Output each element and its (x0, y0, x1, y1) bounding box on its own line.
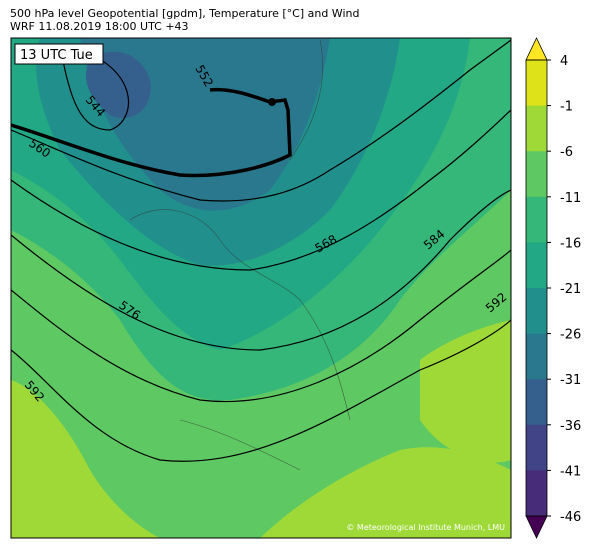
colorbar-tick-label: -16 (560, 236, 581, 251)
colorbar-band (526, 105, 547, 152)
colorbar-band (526, 424, 547, 471)
colorbar-extend (525, 515, 548, 539)
colorbar-band (526, 60, 547, 107)
colorbar-tick-label: -41 (560, 464, 581, 479)
colorbar-band (526, 288, 547, 335)
colorbar-tick-label: 4 (560, 54, 568, 69)
time-label: 13 UTC Tue (20, 48, 93, 63)
colorbar-band (526, 470, 547, 517)
colorbar-tick-label: -36 (560, 419, 581, 434)
colorbar-tick-label: -46 (560, 510, 581, 525)
time-box (14, 43, 104, 65)
colorbar-extend (525, 37, 548, 61)
title-line: 500 hPa level Geopotential [gpdm], Tempe… (10, 7, 359, 20)
colorbar-band (526, 242, 547, 289)
colorbar-tick-label: -6 (560, 145, 573, 160)
colorbar-band (526, 379, 547, 426)
colorbar-tick-label: -21 (560, 282, 581, 297)
colorbar-tick-label: -31 (560, 373, 581, 388)
copyright: © Meteorological Institute Munich, LMU (346, 523, 505, 532)
colorbar-band (526, 151, 547, 198)
colorbar-tick-label: -26 (560, 328, 581, 343)
colorbar-band (526, 196, 547, 243)
colorbar-band (526, 333, 547, 380)
title-line: WRF 11.08.2019 18:00 UTC +43 (10, 20, 189, 33)
map-area (11, 38, 511, 538)
colorbar-tick-label: -11 (560, 191, 581, 206)
map-frame (10, 37, 512, 539)
colorbar-tick-label: -1 (560, 100, 573, 115)
